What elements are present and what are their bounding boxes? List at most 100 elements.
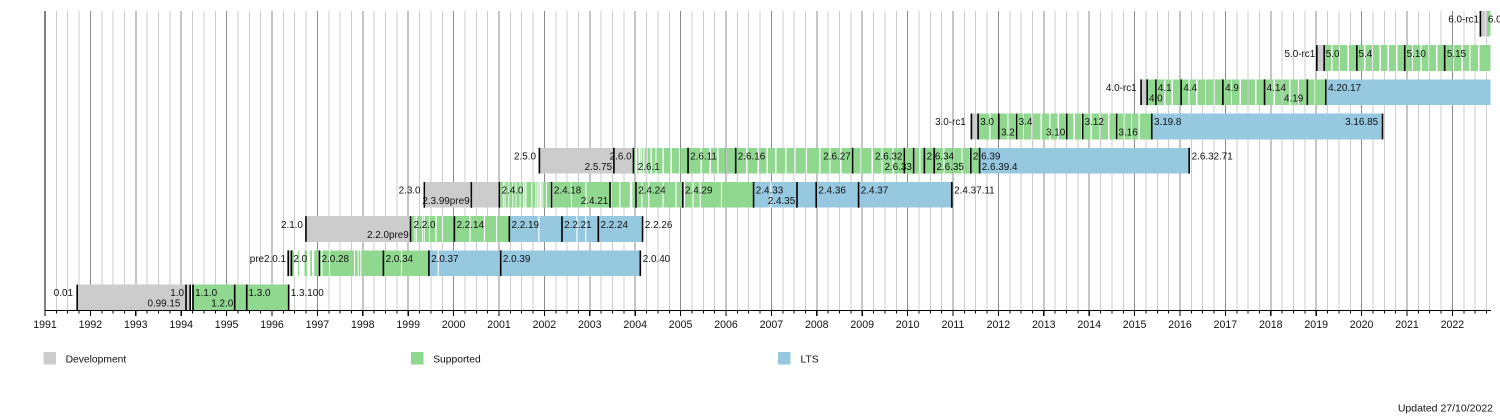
svg-text:2014: 2014 <box>1077 319 1101 331</box>
svg-text:2008: 2008 <box>805 319 829 331</box>
svg-text:4.14: 4.14 <box>1267 83 1287 94</box>
svg-text:2.6.39: 2.6.39 <box>973 151 1001 162</box>
svg-text:0.99.15: 0.99.15 <box>147 299 180 310</box>
svg-text:1.2.0: 1.2.0 <box>211 299 233 310</box>
svg-text:4.0-rc1: 4.0-rc1 <box>1106 83 1137 94</box>
svg-text:2.1.0: 2.1.0 <box>281 220 303 231</box>
svg-text:Supported: Supported <box>433 355 481 366</box>
svg-text:2004: 2004 <box>623 319 647 331</box>
svg-text:2.4.0: 2.4.0 <box>502 186 524 197</box>
svg-text:0.01: 0.01 <box>54 288 74 299</box>
svg-text:LTS: LTS <box>801 355 819 366</box>
svg-text:3.19.8: 3.19.8 <box>1154 117 1182 128</box>
svg-text:2000: 2000 <box>442 319 466 331</box>
svg-text:2.4.37.11: 2.4.37.11 <box>954 186 995 197</box>
svg-text:Updated 27/10/2022: Updated 27/10/2022 <box>1398 402 1493 414</box>
svg-text:3.4: 3.4 <box>1019 117 1033 128</box>
svg-text:2.2.24: 2.2.24 <box>601 220 629 231</box>
svg-text:2.6.11: 2.6.11 <box>690 151 717 162</box>
svg-text:4.1: 4.1 <box>1158 83 1172 94</box>
svg-text:2.6.27: 2.6.27 <box>823 151 850 162</box>
svg-text:2016: 2016 <box>1168 319 1192 331</box>
svg-text:2.0.39: 2.0.39 <box>503 254 531 265</box>
svg-text:2017: 2017 <box>1214 319 1238 331</box>
svg-text:1994: 1994 <box>169 319 193 331</box>
svg-text:3.0-rc1: 3.0-rc1 <box>935 117 966 128</box>
svg-text:4.19: 4.19 <box>1284 93 1304 104</box>
svg-text:2.3.0: 2.3.0 <box>399 186 421 197</box>
svg-text:2.4.33: 2.4.33 <box>756 186 784 197</box>
svg-text:6.0: 6.0 <box>1488 15 1500 26</box>
svg-text:2.6.32: 2.6.32 <box>875 151 902 162</box>
svg-text:2009: 2009 <box>850 319 874 331</box>
svg-text:1.0: 1.0 <box>170 288 184 299</box>
svg-text:5.15: 5.15 <box>1447 49 1467 60</box>
svg-text:2.6.16: 2.6.16 <box>738 151 766 162</box>
svg-text:6.0-rc1: 6.0-rc1 <box>1448 15 1479 26</box>
svg-text:1.3.100: 1.3.100 <box>291 288 324 299</box>
svg-text:2.6.32.71: 2.6.32.71 <box>1192 151 1234 162</box>
svg-text:2001: 2001 <box>487 319 511 331</box>
svg-text:3.12: 3.12 <box>1085 117 1104 128</box>
svg-text:2.6.35: 2.6.35 <box>936 162 964 173</box>
svg-text:1.3.0: 1.3.0 <box>249 288 271 299</box>
svg-text:2.6.34: 2.6.34 <box>927 151 955 162</box>
svg-text:2.5.75: 2.5.75 <box>585 162 613 173</box>
svg-text:2005: 2005 <box>669 319 693 331</box>
svg-text:2.4.21: 2.4.21 <box>581 196 609 207</box>
svg-text:2011: 2011 <box>942 319 965 331</box>
svg-text:2.0.37: 2.0.37 <box>431 254 458 265</box>
svg-text:4.0: 4.0 <box>1149 93 1163 104</box>
svg-text:2015: 2015 <box>1123 319 1147 331</box>
svg-text:4.4: 4.4 <box>1183 83 1197 94</box>
svg-text:2.3.99pre9: 2.3.99pre9 <box>422 196 470 207</box>
svg-text:2.4.18: 2.4.18 <box>554 186 582 197</box>
svg-text:2.2.26: 2.2.26 <box>645 220 673 231</box>
svg-text:2.4.36: 2.4.36 <box>818 186 846 197</box>
svg-text:1996: 1996 <box>260 319 284 331</box>
svg-text:pre2.0.1: pre2.0.1 <box>250 254 287 265</box>
svg-text:1992: 1992 <box>79 319 103 331</box>
svg-text:2.6.1: 2.6.1 <box>638 162 660 173</box>
svg-text:3.10: 3.10 <box>1046 128 1066 139</box>
svg-text:2.2.0: 2.2.0 <box>414 220 436 231</box>
svg-text:Development: Development <box>66 355 127 366</box>
svg-text:2.0.34: 2.0.34 <box>386 254 414 265</box>
svg-text:5.0: 5.0 <box>1326 49 1340 60</box>
svg-text:2.0.40: 2.0.40 <box>643 254 671 265</box>
svg-text:2.6.33: 2.6.33 <box>884 162 912 173</box>
svg-text:2.2.21: 2.2.21 <box>564 220 592 231</box>
svg-text:2012: 2012 <box>987 319 1011 331</box>
svg-text:1.1.0: 1.1.0 <box>195 288 217 299</box>
svg-text:2021: 2021 <box>1395 319 1419 331</box>
svg-text:2007: 2007 <box>760 319 784 331</box>
svg-text:2006: 2006 <box>714 319 738 331</box>
svg-text:2.0: 2.0 <box>293 254 307 265</box>
svg-text:2002: 2002 <box>533 319 557 331</box>
svg-text:3.2: 3.2 <box>1001 128 1015 139</box>
svg-text:2.4.37: 2.4.37 <box>861 186 888 197</box>
svg-text:1995: 1995 <box>215 319 239 331</box>
svg-text:1999: 1999 <box>396 319 420 331</box>
svg-text:2.5.0: 2.5.0 <box>514 151 536 162</box>
svg-text:2010: 2010 <box>896 319 920 331</box>
svg-text:5.10: 5.10 <box>1407 49 1427 60</box>
svg-text:2022: 2022 <box>1441 319 1465 331</box>
svg-text:2003: 2003 <box>578 319 602 331</box>
svg-text:2.2.19: 2.2.19 <box>512 220 540 231</box>
svg-text:2019: 2019 <box>1304 319 1328 331</box>
svg-text:2.6.39.4: 2.6.39.4 <box>982 162 1018 173</box>
svg-text:2.4.24: 2.4.24 <box>638 186 666 197</box>
svg-text:2.0.28: 2.0.28 <box>322 254 350 265</box>
svg-text:5.0-rc1: 5.0-rc1 <box>1284 49 1315 60</box>
svg-text:2.4.29: 2.4.29 <box>685 186 713 197</box>
svg-text:1998: 1998 <box>351 319 375 331</box>
svg-text:5.4: 5.4 <box>1359 49 1373 60</box>
svg-text:2013: 2013 <box>1032 319 1056 331</box>
svg-text:4.20.17: 4.20.17 <box>1328 83 1361 94</box>
svg-text:2.4.35: 2.4.35 <box>768 196 796 207</box>
svg-text:3.16.85: 3.16.85 <box>1345 117 1378 128</box>
svg-text:2.2.0pre9: 2.2.0pre9 <box>367 230 409 241</box>
svg-text:1991: 1991 <box>33 319 57 331</box>
svg-text:1997: 1997 <box>306 319 330 331</box>
